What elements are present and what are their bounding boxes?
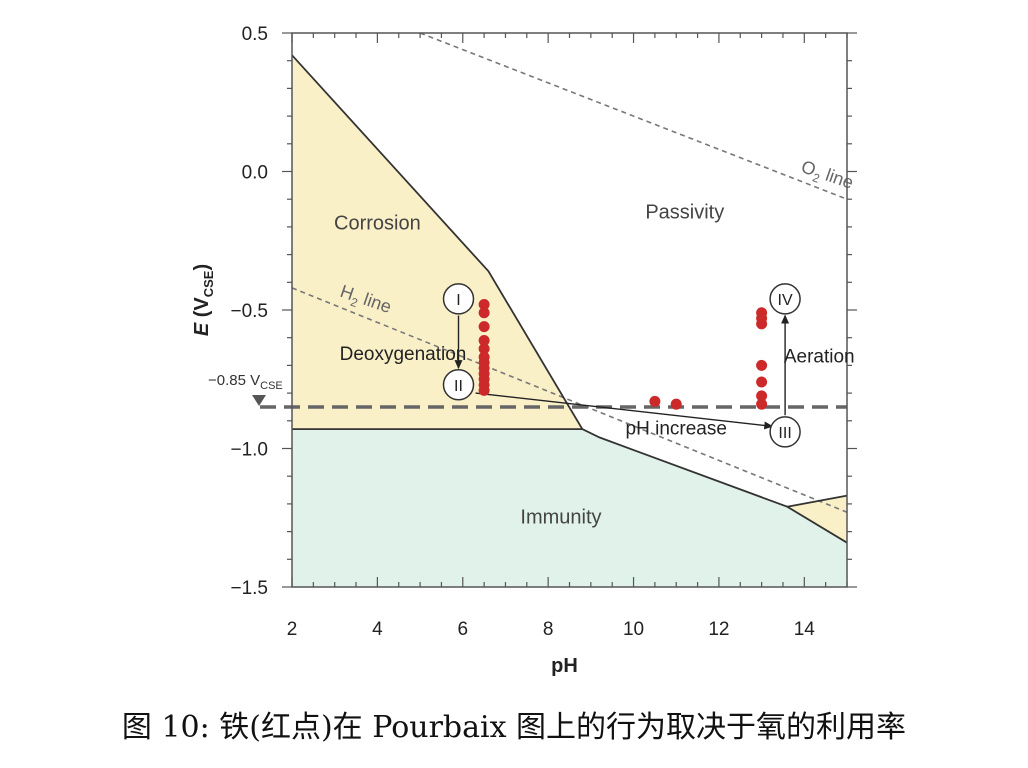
data-point — [756, 318, 768, 330]
data-point — [756, 359, 768, 371]
arrow-label-ph-increase: pH increase — [626, 419, 727, 440]
stage-label-iv: IV — [778, 292, 793, 309]
stage-circle-ii — [442, 369, 475, 401]
y-tick-label: 0.0 — [242, 163, 268, 184]
y-tick-label: −1.0 — [230, 440, 268, 461]
data-point — [756, 390, 768, 402]
data-point — [478, 384, 490, 396]
x-tick-label: 4 — [372, 619, 383, 640]
threshold-marker — [252, 394, 266, 406]
o2-line — [419, 32, 848, 200]
stage-label-iii: III — [778, 425, 791, 442]
x-tick-label: 14 — [794, 619, 816, 640]
region-immunity — [292, 429, 847, 587]
stage-circle-iii — [769, 416, 801, 448]
data-point — [478, 298, 490, 310]
data-point — [478, 321, 490, 333]
arrow-ph-increase — [475, 392, 774, 430]
y-tick-label: 0.5 — [242, 24, 268, 45]
data-point — [478, 343, 490, 355]
figure-caption: 图 10: 铁(红点)在 Pourbaix 图上的行为取决于氧的利用率 — [121, 710, 907, 745]
threshold-label: −0.85 VCSE — [208, 372, 283, 392]
h2-line — [291, 287, 848, 513]
data-point — [756, 376, 768, 388]
stage-circle-i — [442, 283, 475, 315]
data-point — [670, 398, 682, 410]
x-tick-label: 12 — [708, 619, 729, 640]
annotation-deoxygenation: Deoxygenation — [340, 344, 467, 365]
data-point — [756, 398, 768, 410]
x-tick-label: 10 — [623, 619, 644, 640]
x-tick-label: 2 — [287, 619, 298, 640]
region-label-corrosion: Corrosion — [334, 213, 421, 235]
data-point — [478, 307, 490, 319]
data-point — [478, 334, 490, 346]
boundary-line — [787, 494, 848, 508]
x-axis-label: pH — [551, 655, 578, 677]
region-label-immunity: Immunity — [520, 506, 601, 528]
region-corrosion-secondary — [787, 495, 847, 543]
x-tick-label: 8 — [543, 619, 554, 640]
y-tick-label: −0.5 — [230, 301, 268, 322]
y-tick-label: −1.5 — [230, 578, 268, 599]
arrow-label-aeration: Aeration — [784, 347, 855, 368]
stage-label-i: I — [456, 292, 460, 309]
region-label-passivity: Passivity — [645, 202, 724, 224]
boundary-line — [291, 54, 848, 544]
y-axis-label: E (VCSE) — [191, 264, 216, 336]
region-corrosion — [292, 55, 583, 430]
x-tick-label: 6 — [457, 619, 468, 640]
stage-circle-iv — [769, 283, 801, 315]
stage-label-ii: II — [454, 378, 463, 395]
data-point — [649, 395, 661, 407]
